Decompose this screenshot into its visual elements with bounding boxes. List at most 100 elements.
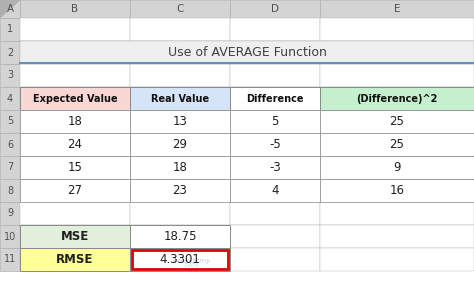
Bar: [0, 110, 20, 133]
Text: 25: 25: [390, 138, 404, 151]
Bar: [130, 133, 230, 156]
Bar: [230, 41, 320, 64]
Text: Use of AVERAGE Function: Use of AVERAGE Function: [168, 46, 327, 59]
Text: 7: 7: [7, 163, 13, 173]
Bar: [130, 64, 230, 87]
Bar: [20, 133, 130, 156]
Bar: [320, 64, 474, 87]
Text: 9: 9: [7, 208, 13, 218]
Bar: [130, 87, 230, 110]
Bar: [230, 110, 320, 133]
Bar: [20, 133, 130, 156]
Bar: [130, 41, 230, 64]
Bar: [20, 110, 130, 133]
Bar: [132, 250, 228, 269]
Bar: [0, 202, 20, 225]
Bar: [0, 0, 20, 18]
Text: 4: 4: [271, 184, 279, 197]
Bar: [20, 202, 130, 225]
Bar: [320, 179, 474, 202]
Bar: [20, 41, 130, 64]
Bar: [230, 87, 320, 110]
Bar: [20, 110, 130, 133]
Text: 29: 29: [173, 138, 188, 151]
Bar: [320, 248, 474, 271]
Text: MSE: MSE: [61, 230, 89, 243]
Bar: [230, 133, 320, 156]
Bar: [130, 225, 230, 248]
Text: 11: 11: [4, 255, 16, 265]
Text: Expected Value: Expected Value: [33, 93, 117, 103]
Bar: [20, 248, 130, 271]
Bar: [0, 133, 20, 156]
Bar: [20, 225, 130, 248]
Text: exceldemy: exceldemy: [173, 258, 211, 264]
Bar: [0, 225, 20, 248]
Bar: [130, 225, 230, 248]
Text: · DATA ·: · DATA ·: [182, 263, 202, 268]
Bar: [320, 179, 474, 202]
Text: RMSE: RMSE: [56, 253, 94, 266]
Bar: [0, 0, 20, 18]
Text: 8: 8: [7, 185, 13, 196]
Bar: [320, 87, 474, 110]
Text: 3: 3: [7, 70, 13, 81]
Text: 24: 24: [67, 138, 82, 151]
Text: (Difference)^2: (Difference)^2: [356, 93, 438, 103]
Bar: [0, 156, 20, 179]
Text: 13: 13: [173, 115, 187, 128]
Bar: [130, 248, 230, 271]
Text: -5: -5: [269, 138, 281, 151]
Bar: [130, 156, 230, 179]
Text: 6: 6: [7, 140, 13, 150]
Bar: [230, 179, 320, 202]
Text: 5: 5: [271, 115, 279, 128]
Text: 4.3301: 4.3301: [160, 253, 201, 266]
Bar: [230, 202, 320, 225]
Bar: [230, 87, 320, 110]
Text: B: B: [72, 4, 79, 14]
Bar: [20, 179, 130, 202]
Text: 25: 25: [390, 115, 404, 128]
Polygon shape: [0, 0, 20, 18]
Bar: [20, 64, 130, 87]
Bar: [0, 179, 20, 202]
Bar: [130, 87, 230, 110]
Bar: [20, 248, 130, 271]
Bar: [20, 179, 130, 202]
Bar: [20, 87, 130, 110]
Bar: [320, 156, 474, 179]
Text: 4: 4: [7, 93, 13, 103]
Bar: [320, 0, 474, 18]
Bar: [0, 18, 20, 41]
Text: 16: 16: [390, 184, 404, 197]
Text: Real Value: Real Value: [151, 93, 209, 103]
Bar: [130, 179, 230, 202]
Bar: [20, 18, 130, 41]
Bar: [230, 64, 320, 87]
Bar: [20, 225, 130, 248]
Bar: [320, 156, 474, 179]
Text: D: D: [271, 4, 279, 14]
Bar: [230, 156, 320, 179]
Bar: [20, 0, 130, 18]
Bar: [230, 110, 320, 133]
Text: -3: -3: [269, 161, 281, 174]
Bar: [230, 225, 320, 248]
Bar: [130, 110, 230, 133]
Text: Difference: Difference: [246, 93, 304, 103]
Bar: [230, 179, 320, 202]
Text: 15: 15: [68, 161, 82, 174]
Bar: [320, 87, 474, 110]
Bar: [230, 156, 320, 179]
Bar: [130, 0, 230, 18]
Bar: [320, 110, 474, 133]
Text: E: E: [394, 4, 400, 14]
Bar: [130, 248, 230, 271]
Bar: [130, 18, 230, 41]
Bar: [320, 133, 474, 156]
Bar: [130, 179, 230, 202]
Bar: [320, 18, 474, 41]
Bar: [320, 41, 474, 64]
Bar: [320, 225, 474, 248]
